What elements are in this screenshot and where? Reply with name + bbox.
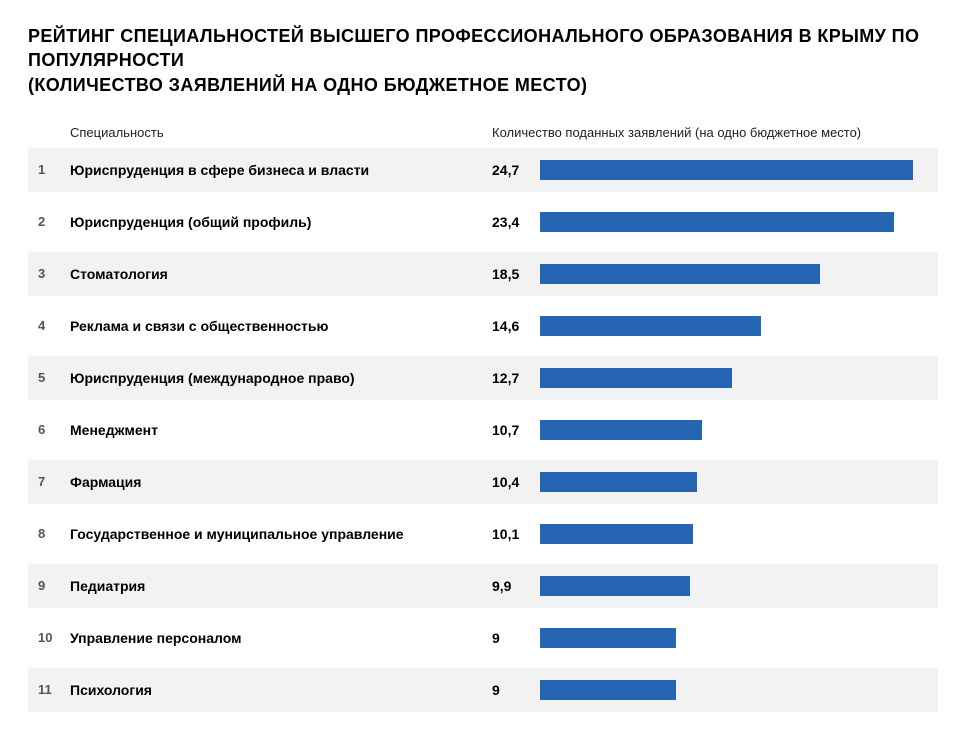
column-headers: Специальность Количество поданных заявле… — [28, 125, 938, 140]
title-line-1: РЕЙТИНГ СПЕЦИАЛЬНОСТЕЙ ВЫСШЕГО ПРОФЕССИО… — [28, 26, 919, 70]
bar — [540, 212, 894, 232]
bar — [540, 680, 676, 700]
speciality-name: Юриспруденция в сфере бизнеса и власти — [70, 162, 492, 178]
rank-number: 11 — [38, 682, 70, 697]
bar-track — [540, 160, 938, 180]
bar — [540, 316, 761, 336]
table-row: 1Юриспруденция в сфере бизнеса и власти2… — [28, 148, 938, 192]
bar — [540, 368, 732, 388]
rank-number: 1 — [38, 162, 70, 177]
chart-rows: 1Юриспруденция в сфере бизнеса и власти2… — [28, 148, 938, 712]
table-row: 11Психология9 — [28, 668, 938, 712]
value-label: 14,6 — [492, 318, 540, 334]
bar-track — [540, 680, 938, 700]
bar-track — [540, 212, 938, 232]
bar-track — [540, 368, 938, 388]
speciality-name: Менеджмент — [70, 422, 492, 438]
bar-track — [540, 316, 938, 336]
rank-number: 8 — [38, 526, 70, 541]
bar — [540, 420, 702, 440]
value-label: 10,1 — [492, 526, 540, 542]
rank-number: 7 — [38, 474, 70, 489]
bar — [540, 472, 697, 492]
chart-title: РЕЙТИНГ СПЕЦИАЛЬНОСТЕЙ ВЫСШЕГО ПРОФЕССИО… — [28, 24, 938, 97]
speciality-name: Государственное и муниципальное управлен… — [70, 526, 492, 542]
rank-number: 3 — [38, 266, 70, 281]
value-label: 10,4 — [492, 474, 540, 490]
bar-track — [540, 420, 938, 440]
speciality-name: Реклама и связи с общественностью — [70, 318, 492, 334]
table-row: 2Юриспруденция (общий профиль)23,4 — [28, 200, 938, 244]
bar — [540, 524, 693, 544]
table-row: 6Менеджмент10,7 — [28, 408, 938, 452]
bar — [540, 264, 820, 284]
value-label: 23,4 — [492, 214, 540, 230]
bar — [540, 576, 690, 596]
header-speciality: Специальность — [70, 125, 492, 140]
speciality-name: Психология — [70, 682, 492, 698]
value-label: 24,7 — [492, 162, 540, 178]
rank-number: 6 — [38, 422, 70, 437]
speciality-name: Юриспруденция (международное право) — [70, 370, 492, 386]
table-row: 10Управление персоналом9 — [28, 616, 938, 660]
speciality-name: Управление персоналом — [70, 630, 492, 646]
value-label: 12,7 — [492, 370, 540, 386]
rank-number: 2 — [38, 214, 70, 229]
rank-number: 5 — [38, 370, 70, 385]
title-line-2: (КОЛИЧЕСТВО ЗАЯВЛЕНИЙ НА ОДНО БЮДЖЕТНОЕ … — [28, 75, 587, 95]
rank-number: 10 — [38, 630, 70, 645]
speciality-name: Юриспруденция (общий профиль) — [70, 214, 492, 230]
bar — [540, 628, 676, 648]
table-row: 3Стоматология18,5 — [28, 252, 938, 296]
bar-track — [540, 264, 938, 284]
speciality-name: Педиатрия — [70, 578, 492, 594]
table-row: 7Фармация10,4 — [28, 460, 938, 504]
bar-track — [540, 472, 938, 492]
value-label: 9,9 — [492, 578, 540, 594]
speciality-name: Фармация — [70, 474, 492, 490]
value-label: 18,5 — [492, 266, 540, 282]
value-label: 9 — [492, 630, 540, 646]
table-row: 9Педиатрия9,9 — [28, 564, 938, 608]
bar-track — [540, 576, 938, 596]
table-row: 4Реклама и связи с общественностью14,6 — [28, 304, 938, 348]
bar-track — [540, 628, 938, 648]
rank-number: 4 — [38, 318, 70, 333]
bar — [540, 160, 913, 180]
speciality-name: Стоматология — [70, 266, 492, 282]
value-label: 10,7 — [492, 422, 540, 438]
value-label: 9 — [492, 682, 540, 698]
rank-number: 9 — [38, 578, 70, 593]
table-row: 5Юриспруденция (международное право)12,7 — [28, 356, 938, 400]
header-value: Количество поданных заявлений (на одно б… — [492, 125, 938, 140]
bar-track — [540, 524, 938, 544]
table-row: 8Государственное и муниципальное управле… — [28, 512, 938, 556]
